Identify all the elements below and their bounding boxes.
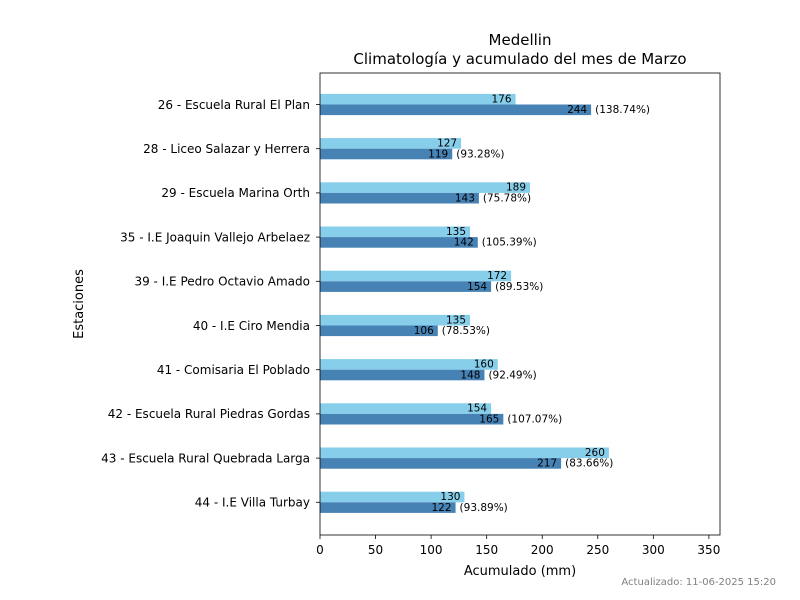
bar-value-label: 143 xyxy=(455,193,475,205)
bar-value-label: 122 xyxy=(432,502,452,514)
y-tick-label: 39 - I.E Pedro Octavio Amado xyxy=(134,275,310,289)
bar-accumulated xyxy=(320,104,592,116)
y-tick-label: 44 - I.E Villa Turbay xyxy=(195,496,310,510)
x-tick-label: 250 xyxy=(586,543,609,557)
bar-percent-label: (89.53%) xyxy=(495,281,543,293)
y-tick-label: 35 - I.E Joaquin Vallejo Arbelaez xyxy=(120,230,310,244)
bar-percent-label: (93.28%) xyxy=(456,148,504,160)
plot-frame xyxy=(319,72,721,536)
bar-value-label: 172 xyxy=(487,270,507,282)
bar-percent-label: (105.39%) xyxy=(482,237,537,249)
bar-accumulated xyxy=(320,148,453,160)
bar-percent-label: (138.74%) xyxy=(595,104,650,116)
bar-percent-label: (107.07%) xyxy=(507,414,562,426)
x-tick-label: 200 xyxy=(531,543,554,557)
bar-accumulated xyxy=(320,192,479,204)
bar-accumulated xyxy=(320,281,492,292)
bar-percent-label: (78.53%) xyxy=(442,325,490,337)
plot-area: 176 244 (138.74%) 26 - Escuela Rural El Pla… xyxy=(101,72,721,557)
bar-value-label: 154 xyxy=(467,403,487,415)
bar-value-label: 244 xyxy=(567,104,587,116)
bar-climatology xyxy=(320,491,465,503)
x-tick-label: 100 xyxy=(420,543,443,557)
bar-value-label: 165 xyxy=(479,414,499,426)
bar-percent-label: (93.89%) xyxy=(460,502,508,514)
bar-value-label: 148 xyxy=(460,369,480,381)
bar-value-label: 130 xyxy=(440,491,460,503)
bar-climatology xyxy=(320,226,470,238)
x-tick-label: 150 xyxy=(475,543,498,557)
y-tick-label: 29 - Escuela Marina Orth xyxy=(161,186,310,200)
y-tick-label: 43 - Escuela Rural Quebrada Larga xyxy=(101,451,310,465)
y-tick-label: 42 - Escuela Rural Piedras Gordas xyxy=(108,407,310,421)
bar-climatology xyxy=(320,403,492,414)
bar-climatology xyxy=(320,447,609,459)
y-axis-label: Estaciones xyxy=(72,269,87,339)
bar-value-label: 176 xyxy=(492,93,512,105)
bar-value-label: 260 xyxy=(585,447,605,459)
x-tick-label: 350 xyxy=(697,543,720,557)
bar-accumulated xyxy=(320,413,504,425)
bar-value-label: 135 xyxy=(446,226,466,238)
bar-climatology xyxy=(320,270,512,282)
bar-climatology xyxy=(320,182,530,193)
bar-value-label: 119 xyxy=(428,148,448,160)
bar-percent-label: (83.66%) xyxy=(565,458,613,470)
x-tick-label: 300 xyxy=(642,543,665,557)
bar-value-label: 106 xyxy=(414,325,434,337)
y-tick-label: 40 - I.E Ciro Mendia xyxy=(193,319,310,333)
bar-value-label: 154 xyxy=(467,281,487,293)
last-updated-timestamp: Actualizado: 11-06-2025 15:20 xyxy=(621,577,776,588)
y-tick-label: 41 - Comisaria El Poblado xyxy=(157,363,310,377)
y-tick-label: 26 - Escuela Rural El Plan xyxy=(158,98,310,112)
bar-climatology xyxy=(320,359,498,370)
bar-value-label: 135 xyxy=(446,314,466,326)
bar-percent-label: (92.49%) xyxy=(488,369,536,381)
bar-climatology xyxy=(320,93,516,105)
bar-value-label: 127 xyxy=(437,138,457,150)
bar-value-label: 217 xyxy=(537,458,557,470)
x-axis-label: Acumulado (mm) xyxy=(464,564,576,579)
chart-subtitle: Climatología y acumulado del mes de Marz… xyxy=(353,50,686,68)
bar-value-label: 189 xyxy=(506,182,526,194)
bar-accumulated xyxy=(320,325,438,337)
bar-accumulated xyxy=(320,369,485,381)
bar-climatology xyxy=(320,138,462,149)
bar-accumulated xyxy=(320,237,478,248)
x-tick-label: 0 xyxy=(316,543,324,557)
y-tick-label: 28 - Liceo Salazar y Herrera xyxy=(143,142,310,156)
x-tick-label: 50 xyxy=(368,543,383,557)
bar-value-label: 142 xyxy=(454,237,474,249)
bar-climatology xyxy=(320,314,470,326)
bar-percent-label: (75.78%) xyxy=(483,193,531,205)
bar-accumulated xyxy=(320,502,456,513)
bar-accumulated xyxy=(320,458,562,469)
chart-title: Medellin xyxy=(489,31,552,49)
bar-value-label: 160 xyxy=(474,359,494,371)
